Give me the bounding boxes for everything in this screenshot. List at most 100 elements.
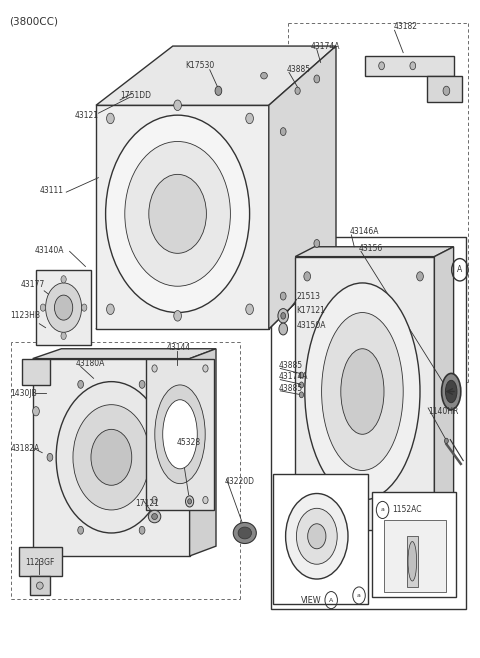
Ellipse shape bbox=[281, 313, 286, 319]
Text: 43182: 43182 bbox=[394, 22, 418, 31]
Ellipse shape bbox=[107, 304, 114, 315]
Text: 43144: 43144 bbox=[167, 343, 192, 352]
Ellipse shape bbox=[417, 272, 423, 281]
Ellipse shape bbox=[359, 519, 366, 528]
Ellipse shape bbox=[304, 272, 311, 281]
Ellipse shape bbox=[78, 380, 84, 388]
Text: 43150A: 43150A bbox=[297, 321, 326, 330]
Ellipse shape bbox=[278, 309, 288, 323]
Ellipse shape bbox=[61, 276, 66, 283]
Polygon shape bbox=[434, 247, 454, 530]
Ellipse shape bbox=[305, 283, 420, 500]
Ellipse shape bbox=[152, 365, 157, 372]
Ellipse shape bbox=[444, 438, 448, 443]
Text: 1123HB: 1123HB bbox=[11, 311, 40, 320]
Ellipse shape bbox=[170, 453, 176, 461]
Ellipse shape bbox=[445, 380, 457, 403]
Polygon shape bbox=[295, 257, 434, 530]
Ellipse shape bbox=[322, 313, 403, 470]
Bar bbox=[273, 474, 368, 604]
Polygon shape bbox=[30, 576, 50, 595]
Ellipse shape bbox=[215, 86, 222, 95]
Polygon shape bbox=[96, 46, 336, 105]
Ellipse shape bbox=[33, 407, 39, 416]
Bar bbox=[384, 520, 446, 592]
Ellipse shape bbox=[36, 582, 43, 590]
Ellipse shape bbox=[125, 141, 230, 286]
Ellipse shape bbox=[73, 405, 150, 510]
Text: K17121: K17121 bbox=[297, 306, 325, 315]
Text: 43111: 43111 bbox=[39, 186, 63, 195]
Text: 1123GF: 1123GF bbox=[25, 558, 54, 567]
Text: 43885: 43885 bbox=[278, 361, 302, 370]
Bar bbox=[372, 492, 456, 597]
Ellipse shape bbox=[55, 295, 73, 320]
Ellipse shape bbox=[442, 373, 461, 409]
Polygon shape bbox=[22, 359, 50, 385]
Text: 43140A: 43140A bbox=[35, 245, 64, 255]
Text: 1430JB: 1430JB bbox=[11, 389, 37, 398]
Ellipse shape bbox=[163, 399, 197, 468]
Ellipse shape bbox=[261, 72, 267, 79]
Ellipse shape bbox=[238, 527, 252, 539]
Text: A: A bbox=[329, 597, 333, 603]
Text: VIEW: VIEW bbox=[301, 595, 321, 605]
Text: 17121: 17121 bbox=[135, 499, 159, 508]
Text: 43146A: 43146A bbox=[349, 227, 379, 236]
Ellipse shape bbox=[286, 494, 348, 579]
Text: 1152AC: 1152AC bbox=[393, 505, 422, 515]
Ellipse shape bbox=[56, 382, 167, 533]
Ellipse shape bbox=[233, 522, 256, 544]
Polygon shape bbox=[19, 547, 62, 576]
Text: 43182A: 43182A bbox=[11, 444, 40, 453]
Ellipse shape bbox=[417, 512, 423, 521]
Ellipse shape bbox=[300, 382, 304, 388]
Polygon shape bbox=[96, 105, 269, 329]
Text: (3800CC): (3800CC) bbox=[10, 16, 59, 26]
Ellipse shape bbox=[308, 524, 326, 549]
Text: a: a bbox=[357, 593, 361, 598]
Text: 43220D: 43220D bbox=[225, 477, 254, 486]
Polygon shape bbox=[146, 359, 214, 510]
Ellipse shape bbox=[82, 304, 87, 311]
Ellipse shape bbox=[246, 113, 253, 124]
Text: 43177: 43177 bbox=[20, 280, 45, 289]
Ellipse shape bbox=[246, 304, 253, 315]
Ellipse shape bbox=[341, 349, 384, 434]
Text: 1140HR: 1140HR bbox=[428, 407, 458, 416]
Ellipse shape bbox=[149, 174, 206, 253]
Ellipse shape bbox=[203, 365, 208, 372]
Text: 43180A: 43180A bbox=[76, 359, 105, 368]
Text: a: a bbox=[381, 507, 384, 513]
Ellipse shape bbox=[185, 496, 194, 507]
Text: 43174A: 43174A bbox=[278, 372, 308, 381]
Ellipse shape bbox=[300, 372, 304, 378]
Polygon shape bbox=[33, 349, 216, 359]
Ellipse shape bbox=[106, 115, 250, 313]
Polygon shape bbox=[269, 46, 336, 329]
Text: A: A bbox=[457, 265, 462, 274]
Ellipse shape bbox=[203, 497, 208, 504]
Polygon shape bbox=[365, 56, 454, 76]
Text: 43885: 43885 bbox=[278, 384, 302, 393]
Ellipse shape bbox=[443, 86, 450, 95]
Text: 43885: 43885 bbox=[287, 64, 311, 74]
Ellipse shape bbox=[155, 385, 205, 484]
Text: 1751DD: 1751DD bbox=[120, 91, 151, 100]
Ellipse shape bbox=[379, 62, 384, 70]
Ellipse shape bbox=[314, 240, 320, 247]
Ellipse shape bbox=[188, 499, 192, 504]
Ellipse shape bbox=[300, 392, 304, 397]
Ellipse shape bbox=[410, 62, 416, 70]
Ellipse shape bbox=[139, 380, 145, 388]
Text: 21513: 21513 bbox=[297, 291, 321, 301]
Ellipse shape bbox=[40, 304, 46, 311]
Ellipse shape bbox=[174, 311, 181, 321]
Ellipse shape bbox=[280, 292, 286, 300]
Ellipse shape bbox=[91, 430, 132, 486]
Ellipse shape bbox=[304, 512, 311, 521]
Polygon shape bbox=[407, 536, 418, 587]
Text: 43174A: 43174A bbox=[311, 41, 340, 51]
Bar bbox=[271, 237, 466, 609]
Ellipse shape bbox=[61, 332, 66, 340]
